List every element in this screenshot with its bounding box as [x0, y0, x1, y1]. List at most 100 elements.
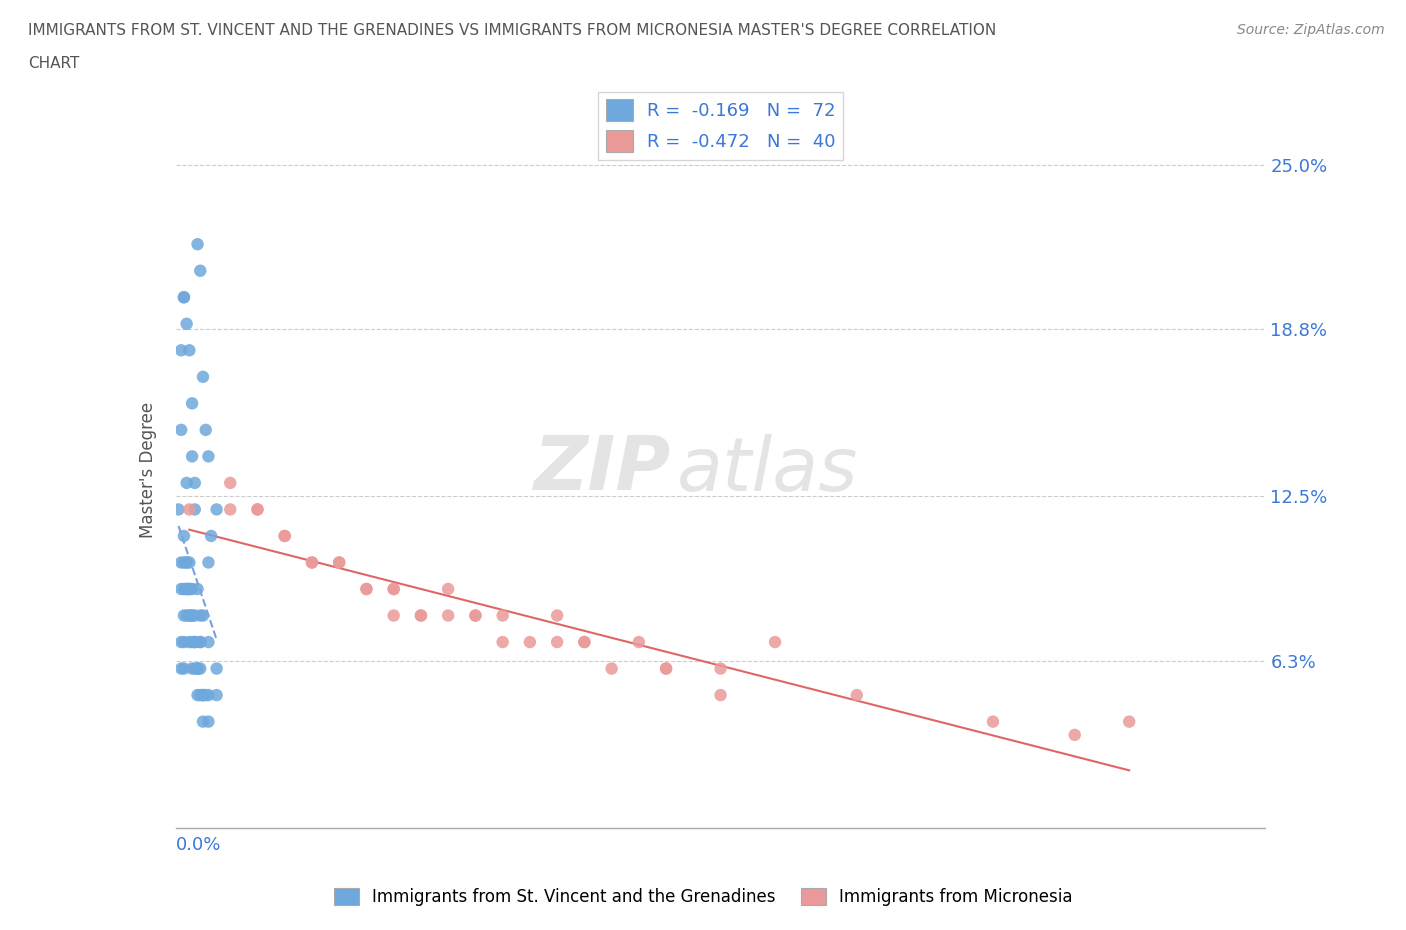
Point: [328, 555, 350, 570]
Point: [981, 714, 1004, 729]
Point: [546, 634, 568, 649]
Text: Source: ZipAtlas.com: Source: ZipAtlas.com: [1237, 23, 1385, 37]
Point: [1118, 714, 1140, 729]
Point: [274, 528, 297, 543]
Point: [197, 714, 219, 729]
Point: [188, 634, 211, 649]
Text: IMMIGRANTS FROM ST. VINCENT AND THE GRENADINES VS IMMIGRANTS FROM MICRONESIA MAS: IMMIGRANTS FROM ST. VINCENT AND THE GREN…: [28, 23, 997, 38]
Point: [176, 555, 198, 570]
Point: [197, 555, 219, 570]
Point: [184, 634, 207, 649]
Point: [409, 608, 432, 623]
Point: [181, 608, 204, 623]
Point: [176, 608, 198, 623]
Point: [181, 449, 204, 464]
Text: CHART: CHART: [28, 56, 80, 71]
Y-axis label: Master's Degree: Master's Degree: [139, 402, 157, 538]
Point: [173, 581, 195, 596]
Point: [191, 714, 214, 729]
Point: [1063, 727, 1085, 742]
Point: [173, 290, 195, 305]
Point: [179, 343, 201, 358]
Point: [173, 290, 195, 305]
Point: [191, 687, 214, 702]
Point: [382, 608, 405, 623]
Text: atlas: atlas: [678, 433, 859, 506]
Point: [382, 581, 405, 596]
Point: [181, 661, 204, 676]
Point: [845, 687, 868, 702]
Point: [464, 608, 486, 623]
Point: [197, 449, 219, 464]
Point: [492, 608, 515, 623]
Point: [274, 528, 297, 543]
Point: [176, 316, 198, 331]
Point: [627, 634, 650, 649]
Point: [197, 687, 219, 702]
Point: [181, 396, 204, 411]
Point: [186, 661, 209, 676]
Point: [246, 502, 269, 517]
Legend: R =  -0.169   N =  72, R =  -0.472   N =  40: R = -0.169 N = 72, R = -0.472 N = 40: [599, 92, 842, 160]
Point: [437, 608, 460, 623]
Point: [176, 555, 198, 570]
Legend: Immigrants from St. Vincent and the Grenadines, Immigrants from Micronesia: Immigrants from St. Vincent and the Gren…: [328, 881, 1078, 912]
Point: [328, 555, 350, 570]
Point: [170, 661, 193, 676]
Point: [301, 555, 323, 570]
Point: [186, 581, 209, 596]
Point: [655, 661, 678, 676]
Point: [186, 237, 209, 252]
Point: [519, 634, 541, 649]
Point: [184, 634, 207, 649]
Point: [197, 634, 219, 649]
Point: [437, 581, 460, 596]
Point: [184, 475, 207, 490]
Point: [179, 502, 201, 517]
Point: [409, 608, 432, 623]
Point: [191, 369, 214, 384]
Point: [301, 555, 323, 570]
Point: [191, 608, 214, 623]
Point: [492, 634, 515, 649]
Point: [464, 608, 486, 623]
Point: [710, 661, 733, 676]
Point: [763, 634, 786, 649]
Point: [574, 634, 596, 649]
Point: [170, 555, 193, 570]
Point: [219, 475, 242, 490]
Point: [191, 687, 214, 702]
Point: [200, 528, 222, 543]
Point: [356, 581, 378, 596]
Point: [184, 502, 207, 517]
Point: [173, 608, 195, 623]
Point: [167, 502, 190, 517]
Point: [546, 608, 568, 623]
Text: 0.0%: 0.0%: [176, 836, 221, 855]
Point: [191, 687, 214, 702]
Point: [194, 687, 217, 702]
Point: [176, 581, 198, 596]
Point: [205, 502, 228, 517]
Point: [179, 555, 201, 570]
Point: [179, 581, 201, 596]
Point: [188, 608, 211, 623]
Point: [356, 581, 378, 596]
Point: [173, 528, 195, 543]
Point: [382, 581, 405, 596]
Point: [184, 661, 207, 676]
Point: [184, 608, 207, 623]
Point: [170, 343, 193, 358]
Point: [179, 581, 201, 596]
Point: [170, 581, 193, 596]
Point: [188, 687, 211, 702]
Point: [600, 661, 623, 676]
Point: [173, 634, 195, 649]
Point: [205, 687, 228, 702]
Point: [186, 687, 209, 702]
Point: [181, 608, 204, 623]
Point: [710, 687, 733, 702]
Point: [179, 608, 201, 623]
Point: [655, 661, 678, 676]
Point: [205, 661, 228, 676]
